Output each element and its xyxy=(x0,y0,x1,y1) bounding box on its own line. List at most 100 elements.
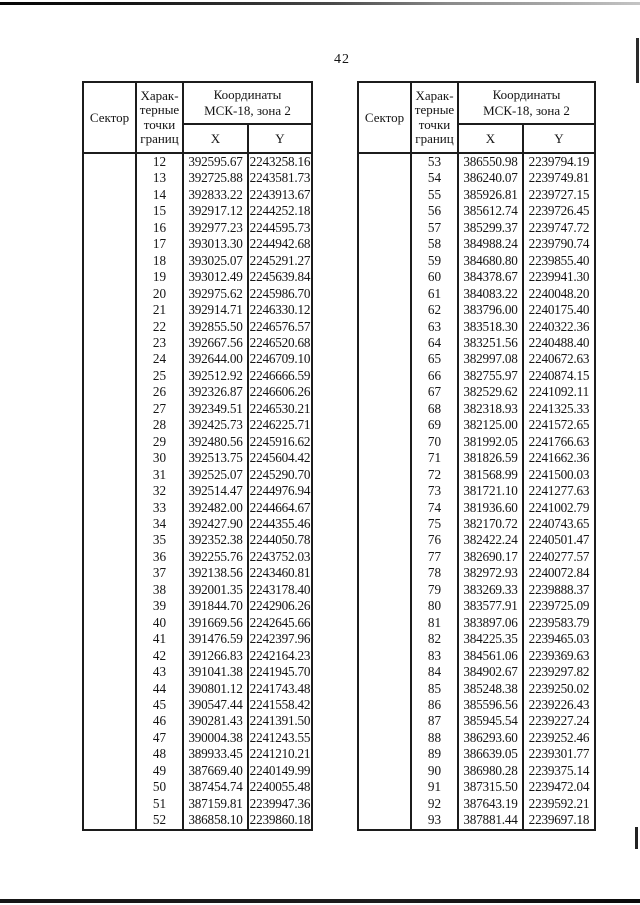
x-coordinate-cell: 392349.51 xyxy=(182,400,249,418)
y-coordinate-cell: 2243258.16 xyxy=(247,153,313,171)
sector-cell xyxy=(357,302,412,319)
sector-cell xyxy=(357,515,412,533)
table-row: 60 384378.67 2239941.30 xyxy=(357,269,596,286)
point-number-cell: 79 xyxy=(410,581,459,599)
point-number-cell: 25 xyxy=(135,367,184,385)
table-row: 74 381936.60 2241002.79 xyxy=(357,499,596,516)
point-number-cell: 73 xyxy=(410,483,459,500)
table-row: 43 391041.38 2241945.70 xyxy=(82,664,313,681)
table-row: 20 392975.62 2245986.70 xyxy=(82,285,313,303)
point-number-cell: 81 xyxy=(410,614,459,632)
y-coordinate-cell: 2241558.42 xyxy=(247,696,313,714)
sector-cell xyxy=(357,252,412,270)
coordinates-table-right: Сектор Харак- терные точки границ Коорди… xyxy=(357,81,596,831)
y-coordinate-cell: 2244664.67 xyxy=(247,499,313,516)
table-row: 46 390281.43 2241391.50 xyxy=(82,713,313,730)
y-coordinate-cell: 2244942.68 xyxy=(247,236,313,253)
y-coordinate-cell: 2240488.40 xyxy=(522,334,596,352)
point-number-cell: 71 xyxy=(410,450,459,467)
sector-cell xyxy=(357,647,412,665)
table-row: 37 392138.56 2243460.81 xyxy=(82,565,313,582)
point-number-cell: 68 xyxy=(410,400,459,418)
sector-cell xyxy=(82,565,137,582)
y-coordinate-cell: 2239888.37 xyxy=(522,581,596,599)
point-number-cell: 32 xyxy=(135,483,184,500)
table-row: 26 392326.87 2246606.26 xyxy=(82,384,313,401)
table-row: 69 382125.00 2241572.65 xyxy=(357,417,596,434)
sector-cell xyxy=(357,532,412,549)
y-coordinate-cell: 2240175.40 xyxy=(522,302,596,319)
y-coordinate-cell: 2241572.65 xyxy=(522,417,596,434)
table-row: 30 392513.75 2245604.42 xyxy=(82,450,313,467)
point-number-cell: 75 xyxy=(410,515,459,533)
x-coordinate-cell: 383251.56 xyxy=(457,334,524,352)
point-number-cell: 82 xyxy=(410,631,459,648)
x-coordinate-cell: 393025.07 xyxy=(182,252,249,270)
table-row: 70 381992.05 2241766.63 xyxy=(357,433,596,451)
column-header-sector: Сектор xyxy=(82,81,137,154)
table-row: 32 392514.47 2244976.94 xyxy=(82,483,313,500)
sector-cell xyxy=(82,614,137,632)
sector-cell xyxy=(357,351,412,368)
point-number-cell: 48 xyxy=(135,746,184,763)
table-row: 38 392001.35 2243178.40 xyxy=(82,581,313,599)
table-row: 87 385945.54 2239227.24 xyxy=(357,713,596,730)
x-coordinate-cell: 392427.90 xyxy=(182,515,249,533)
x-coordinate-cell: 392525.07 xyxy=(182,466,249,484)
y-coordinate-cell: 2240322.36 xyxy=(522,318,596,335)
x-coordinate-cell: 384378.67 xyxy=(457,269,524,286)
table-row: 66 382755.97 2240874.15 xyxy=(357,367,596,385)
x-coordinate-cell: 386980.28 xyxy=(457,762,524,780)
x-coordinate-cell: 390547.44 xyxy=(182,696,249,714)
table-row: 23 392667.56 2246520.68 xyxy=(82,334,313,352)
sector-cell xyxy=(357,713,412,730)
table-row: 92 387643.19 2239592.21 xyxy=(357,795,596,813)
point-number-cell: 83 xyxy=(410,647,459,665)
y-coordinate-cell: 2241092.11 xyxy=(522,384,596,401)
y-coordinate-cell: 2246330.12 xyxy=(247,302,313,319)
sector-cell xyxy=(357,779,412,796)
sector-cell xyxy=(82,450,137,467)
table-row: 53 386550.98 2239794.19 xyxy=(357,153,596,171)
x-coordinate-cell: 382318.93 xyxy=(457,400,524,418)
sector-cell xyxy=(357,548,412,566)
point-number-cell: 61 xyxy=(410,285,459,303)
point-number-cell: 22 xyxy=(135,318,184,335)
point-number-cell: 67 xyxy=(410,384,459,401)
point-number-cell: 69 xyxy=(410,417,459,434)
x-coordinate-cell: 386293.60 xyxy=(457,729,524,747)
y-coordinate-cell: 2242164.23 xyxy=(247,647,313,665)
x-coordinate-cell: 392001.35 xyxy=(182,581,249,599)
x-coordinate-cell: 382755.97 xyxy=(457,367,524,385)
sector-cell xyxy=(357,186,412,204)
column-header-sector: Сектор xyxy=(357,81,412,154)
y-coordinate-cell: 2240874.15 xyxy=(522,367,596,385)
point-number-cell: 72 xyxy=(410,466,459,484)
y-coordinate-cell: 2245986.70 xyxy=(247,285,313,303)
sector-cell xyxy=(82,746,137,763)
y-coordinate-cell: 2239947.36 xyxy=(247,795,313,813)
sector-cell xyxy=(82,433,137,451)
scan-edge-top xyxy=(0,2,640,5)
sector-cell xyxy=(357,795,412,813)
sector-cell xyxy=(357,269,412,286)
y-coordinate-cell: 2239227.24 xyxy=(522,713,596,730)
table-row: 17 393013.30 2244942.68 xyxy=(82,236,313,253)
point-number-cell: 78 xyxy=(410,565,459,582)
x-coordinate-cell: 385248.38 xyxy=(457,680,524,697)
x-coordinate-cell: 391041.38 xyxy=(182,664,249,681)
y-coordinate-cell: 2239226.43 xyxy=(522,696,596,714)
table-row: 54 386240.07 2239749.81 xyxy=(357,170,596,187)
table-row: 64 383251.56 2240488.40 xyxy=(357,334,596,352)
table-row: 16 392977.23 2244595.73 xyxy=(82,219,313,237)
sector-cell xyxy=(82,203,137,220)
table-row: 15 392917.12 2244252.18 xyxy=(82,203,313,220)
x-coordinate-cell: 382125.00 xyxy=(457,417,524,434)
point-number-cell: 62 xyxy=(410,302,459,319)
sector-cell xyxy=(357,483,412,500)
point-number-cell: 19 xyxy=(135,269,184,286)
x-coordinate-cell: 386240.07 xyxy=(457,170,524,187)
sector-cell xyxy=(357,433,412,451)
point-number-cell: 92 xyxy=(410,795,459,813)
sector-cell xyxy=(82,532,137,549)
